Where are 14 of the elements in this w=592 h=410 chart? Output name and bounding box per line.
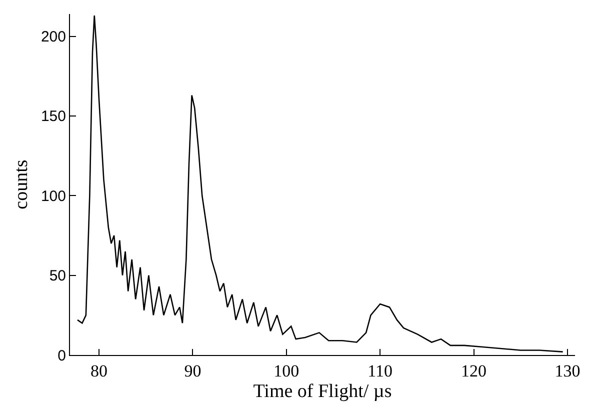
x-axis-title: Time of Flight/ µs (253, 381, 392, 402)
line-series (76, 14, 564, 352)
x-tick-label: 130 (554, 361, 580, 380)
y-tick-label: 200 (40, 28, 66, 46)
x-tick-label: 80 (90, 361, 108, 380)
y-axis-title: counts (10, 160, 32, 210)
x-tick-label: 100 (274, 361, 300, 380)
x-tick-label: 120 (461, 361, 487, 380)
x-tick-label: 90 (184, 361, 202, 380)
y-tick-label: 150 (40, 108, 66, 126)
y-tick-label: 100 (40, 188, 66, 205)
y-tick-label: 0 (58, 347, 66, 364)
x-tick-label: 110 (368, 361, 393, 380)
y-tick-label: 50 (49, 268, 66, 285)
